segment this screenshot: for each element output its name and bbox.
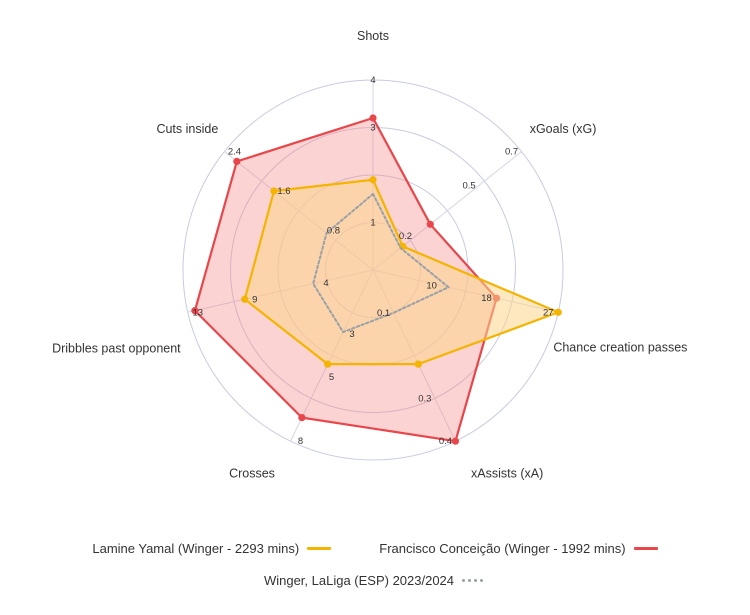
axis-label: Crosses [229,467,275,481]
legend-item-conceicao[interactable]: Francisco Conceição (Winger - 1992 mins) [379,541,658,556]
tick-label: 0.2 [399,231,412,242]
series-polygon-1 [243,178,560,366]
series-point-1[interactable] [554,308,562,316]
series-point-0[interactable] [191,307,199,315]
tick-label: 0.1 [377,308,390,319]
axis-label: xGoals (xG) [530,122,597,136]
legend-label-yamal: Lamine Yamal (Winger - 2293 mins) [92,541,300,556]
tick-label: 13 [192,307,203,318]
axis-label: Shots [357,29,389,43]
tick-label: 1.6 [277,186,290,197]
series-point-0[interactable] [451,437,460,445]
tick-label: 4 [323,278,328,289]
tick-label: 3 [349,329,354,340]
series-point-1[interactable] [369,176,377,184]
legend-swatch-yamal [307,547,332,550]
tick-label: 0.3 [418,393,431,404]
radar-chart: 1340.20.50.71018270.10.30.435849130.81.6… [52,29,687,481]
series-point-0[interactable] [369,114,377,122]
tick-label: 3 [370,123,375,134]
tick-label: 0.5 [462,180,475,191]
radar-labels: 1340.20.50.71018270.10.30.435849130.81.6… [52,29,687,481]
axis-label: Dribbles past opponent [52,341,181,355]
axis-label: xAssists (xA) [471,467,543,481]
tick-label: 5 [329,372,334,383]
tick-label: 4 [370,75,375,86]
series-polygon-2 [312,193,450,334]
legend-row-benchmark: Winger, LaLiga (ESP) 2023/2024 [0,573,750,588]
legend-label-conceicao: Francisco Conceição (Winger - 1992 mins) [379,541,626,556]
legend-item-benchmark[interactable]: Winger, LaLiga (ESP) 2023/2024 [264,573,486,588]
legend-swatch-conceicao [633,547,658,550]
series-point-1[interactable] [324,360,332,368]
axis-label: Chance creation passes [553,340,687,354]
series-point-0[interactable] [298,414,306,422]
tick-label: 2.4 [228,147,241,158]
tick-label: 8 [298,436,303,447]
tick-label: 0.4 [439,436,452,447]
series-point-0[interactable] [426,220,434,228]
legend-row-players: Lamine Yamal (Winger - 2293 mins) Franci… [0,541,750,556]
tick-label: 0.8 [327,226,340,237]
tick-label: 1 [370,218,375,229]
axis-label: Cuts inside [156,122,218,136]
series-point-1[interactable] [414,360,422,368]
radar-series [191,114,562,445]
tick-label: 9 [252,294,257,305]
series-point-1[interactable] [270,187,278,195]
series-point-0[interactable] [233,157,241,166]
tick-label: 18 [481,293,492,304]
legend-label-benchmark: Winger, LaLiga (ESP) 2023/2024 [263,573,455,588]
tick-label: 10 [426,281,437,292]
tick-label: 0.7 [505,147,518,158]
series-point-1[interactable] [241,295,249,303]
tick-label: 27 [543,307,554,318]
legend-swatch-benchmark [462,579,486,582]
legend-item-yamal[interactable]: Lamine Yamal (Winger - 2293 mins) [92,541,332,556]
